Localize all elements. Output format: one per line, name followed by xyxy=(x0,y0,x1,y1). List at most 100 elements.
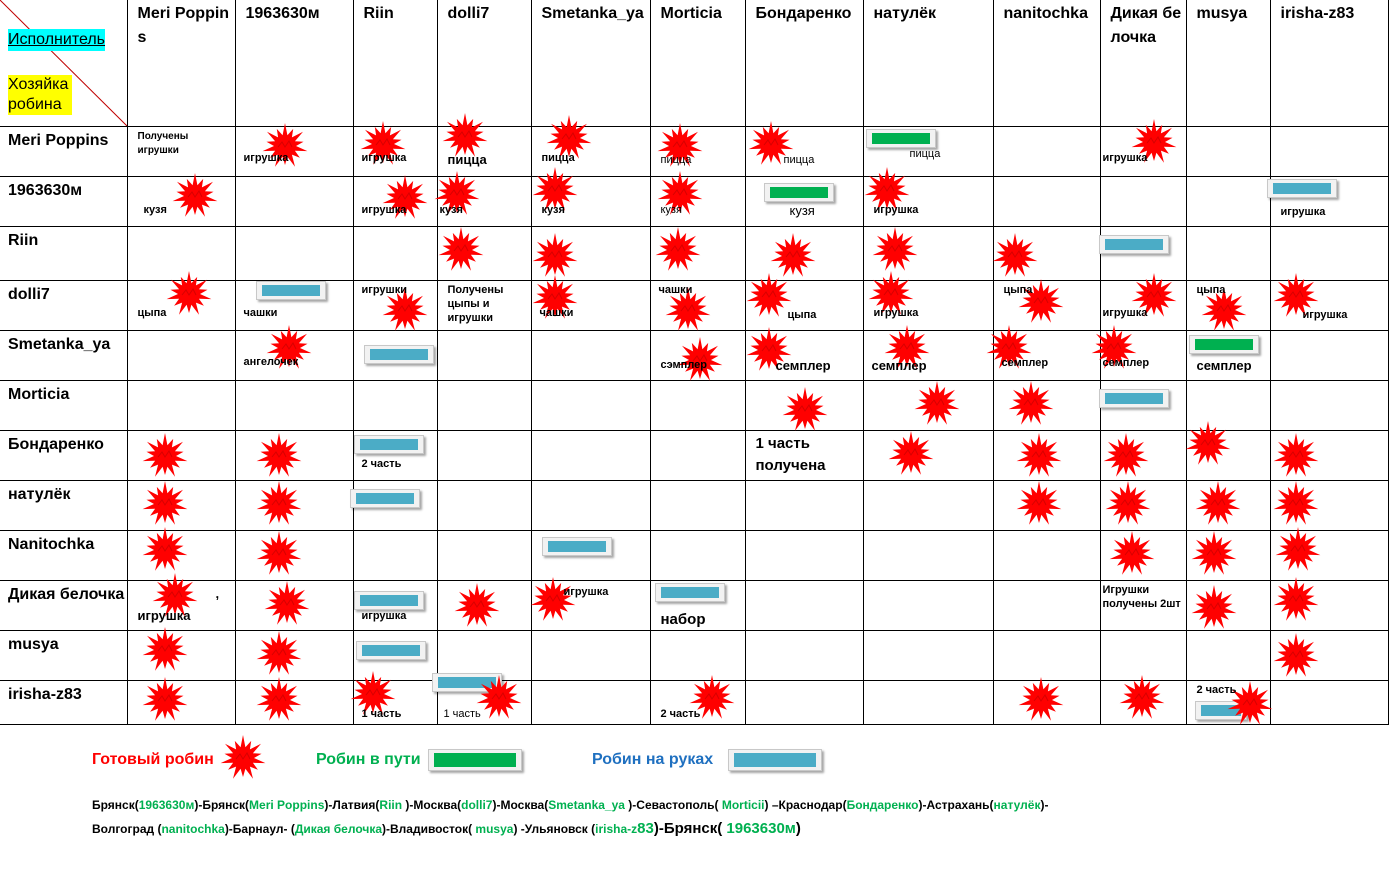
ready-star-icon xyxy=(382,174,428,221)
item-label: кузя xyxy=(541,203,565,216)
ready-star-icon xyxy=(1016,480,1062,527)
diagonal-line xyxy=(0,0,127,126)
item-label: семплер xyxy=(775,357,831,373)
item-label: игрушки xyxy=(361,283,407,296)
ready-star-icon xyxy=(657,170,703,217)
ready-star-icon xyxy=(262,122,308,169)
ready-star-icon xyxy=(868,270,914,317)
on-hands-bar xyxy=(349,488,420,508)
col-header: Дикая белочка xyxy=(1099,0,1187,127)
ready-star-icon xyxy=(1105,480,1151,527)
item-label: пицца xyxy=(783,153,815,166)
ready-star-icon xyxy=(1119,674,1165,721)
ready-star-icon xyxy=(657,122,703,169)
ready-star-icon xyxy=(748,120,794,167)
ready-star-icon xyxy=(266,324,312,371)
ready-star-icon xyxy=(256,480,302,527)
item-label: цыпа xyxy=(787,308,817,321)
legend-ready-label: Готовый робин xyxy=(92,751,214,768)
row-header: 1963630м xyxy=(8,181,83,199)
ready-star-icon xyxy=(382,286,428,333)
table-row: musya xyxy=(0,626,1389,681)
ready-star-icon xyxy=(360,120,406,167)
col-header: Meri Poppins xyxy=(126,0,236,127)
item-label: игрушка xyxy=(361,151,407,164)
table-row: Smetanka_ya ангелочек сэмплер семплер се… xyxy=(0,324,1389,383)
item-label: игрушка xyxy=(361,203,407,216)
corner-label-owner: Хозяйка робина xyxy=(8,75,72,115)
ready-star-icon xyxy=(142,480,188,527)
ready-star-icon xyxy=(655,226,701,273)
status-text: Игрушки получены 2шт xyxy=(1102,583,1181,610)
item-label: чашки xyxy=(539,306,574,319)
row-header: dolli7 xyxy=(8,285,50,303)
ready-star-icon xyxy=(166,270,212,317)
row-header: Nanitochka xyxy=(8,535,95,553)
item-label: семплер xyxy=(1102,356,1150,369)
col-header: Riin xyxy=(352,0,438,127)
ready-star-icon xyxy=(1201,286,1247,333)
ready-star-icon xyxy=(864,166,910,213)
col-header: Morticia xyxy=(649,0,746,127)
ready-star-icon xyxy=(256,676,302,723)
ready-star-icon xyxy=(256,530,302,577)
item-label: 1 часть xyxy=(443,707,481,720)
ready-star-icon xyxy=(677,336,723,383)
item-label: пицца xyxy=(541,151,575,164)
ready-star-icon xyxy=(1008,380,1054,427)
ready-star-icon xyxy=(1109,530,1155,577)
ready-star-icon xyxy=(1191,530,1237,577)
on-hands-bar xyxy=(541,536,612,556)
col-header: Smetanka_ya xyxy=(530,0,651,127)
ready-star-icon xyxy=(1091,324,1137,371)
item-label: игрушка xyxy=(1280,205,1326,218)
legend-hands-bar xyxy=(728,749,822,771)
legend-transit-bar xyxy=(428,749,522,771)
col-header: Бондаренко xyxy=(744,0,864,127)
ready-star-icon xyxy=(142,626,188,673)
row-header: Meri Poppins xyxy=(8,131,109,149)
item-label: семплер xyxy=(1001,356,1049,369)
status-text: 1 часть получена xyxy=(755,434,826,474)
row-header: Riin xyxy=(8,231,39,249)
item-label: набор xyxy=(660,610,706,628)
ready-star-icon xyxy=(770,232,816,279)
status-text: Получены игрушки xyxy=(137,130,189,156)
legend: Готовый робин Робин в пути Робин на рука… xyxy=(0,735,1399,781)
ready-star-icon xyxy=(1185,420,1231,467)
table-row: Riin xyxy=(0,225,1389,281)
ready-star-icon xyxy=(256,432,302,479)
on-hands-bar xyxy=(1098,388,1169,408)
table-row: irisha-z83 1 часть 1 часть 2 часть 2 час… xyxy=(0,670,1389,727)
col-header: dolli7 xyxy=(436,0,532,127)
item-label: кузя xyxy=(660,203,682,216)
ready-star-icon xyxy=(689,674,735,721)
table-row: Nanitochka xyxy=(0,526,1389,581)
ready-star-icon xyxy=(1227,680,1273,727)
ready-star-icon xyxy=(1018,676,1064,723)
header-row: Исполнитель Хозяйка робина Meri Poppins … xyxy=(0,0,1389,127)
ready-star-icon xyxy=(1273,272,1319,319)
item-label: чашки xyxy=(658,283,693,296)
item-label: 2 часть xyxy=(361,457,402,470)
row-header: musya xyxy=(8,635,59,653)
item-label: кузя xyxy=(439,203,463,216)
row-header: Дикая белочка xyxy=(8,585,125,603)
item-label: игрушка xyxy=(1102,306,1148,319)
col-header: 1963630м xyxy=(234,0,354,127)
ready-star-icon xyxy=(782,386,828,433)
ready-star-icon xyxy=(142,676,188,723)
table-row: dolli7 цыпа чашки игрушки Получены цыпы … xyxy=(0,270,1389,333)
legend-transit-label: Робин в пути xyxy=(316,751,421,768)
ready-star-icon xyxy=(172,172,218,219)
on-hands-bar xyxy=(355,640,426,660)
ready-star-icon xyxy=(1191,584,1237,631)
item-label: игрушка xyxy=(873,203,919,216)
corner-label-performer: Исполнитель xyxy=(8,29,106,51)
item-label: семплер xyxy=(871,357,927,373)
on-hands-bar xyxy=(1266,178,1337,198)
ready-star-icon xyxy=(1131,118,1177,165)
item-label: игрушка xyxy=(137,607,191,623)
ready-star-icon xyxy=(746,326,792,373)
ready-star-icon xyxy=(532,274,578,321)
